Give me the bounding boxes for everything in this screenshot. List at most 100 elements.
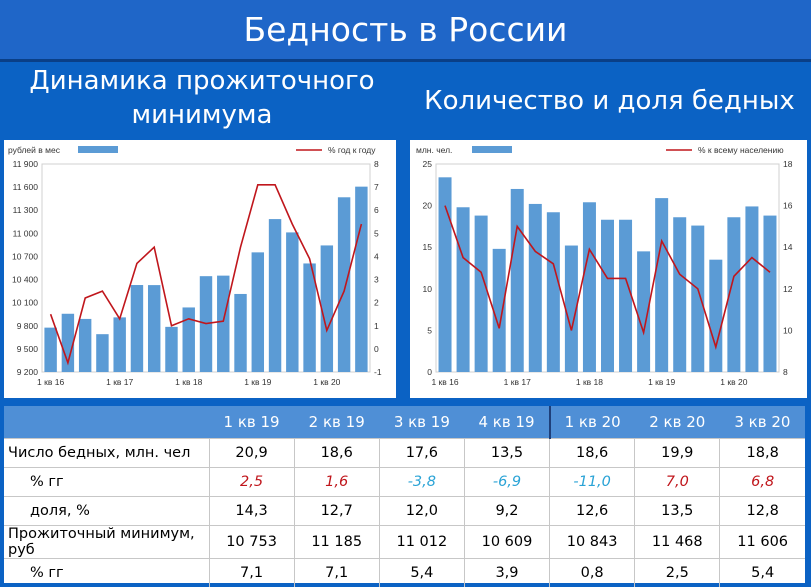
table-cell: 11 468 [634, 524, 720, 558]
bar [234, 293, 247, 372]
table-cell: 10 843 [549, 524, 635, 558]
y-left-tick-label: 11 600 [13, 182, 39, 192]
bar [113, 317, 126, 372]
row-label: доля, % [4, 495, 209, 525]
y-left-tick-label: 20 [423, 201, 433, 211]
x-tick-label: 1 кв 18 [175, 377, 202, 387]
table-header-cell: 3 кв 19 [379, 406, 465, 438]
table-header-corner [4, 406, 209, 438]
y-left-tick-label: 11 000 [13, 228, 39, 238]
subsistence-minimum-chart: 9 200 9 500 9 800 10 100 10 400 10 700 11 000 1… [4, 140, 396, 398]
table-cell: 12,8 [719, 495, 805, 525]
table-cell: 13,5 [463, 437, 550, 467]
bar [582, 202, 596, 372]
series-line [49, 183, 363, 366]
y-left-tick-label: 15 [423, 242, 433, 252]
table-header-row: 1 кв 19 2 кв 19 3 кв 19 4 кв 19 1 кв 20 … [4, 406, 805, 438]
y-right-tick-label: 18 [783, 159, 793, 169]
table-cell: 9,2 [463, 495, 550, 525]
row-label: Прожиточный минимум, руб [4, 524, 209, 558]
subsistence-minimum-chart-svg: 9 200 9 500 9 800 10 100 10 400 10 700 11 000 1… [8, 145, 382, 387]
table-cell: 19,9 [634, 437, 720, 467]
table-cell: 12,0 [378, 495, 465, 525]
x-tick-label: 1 кв 19 [648, 377, 675, 387]
bar [355, 186, 368, 372]
y-left-tick-label: 11 900 [13, 159, 39, 169]
table-header-cell: 2 кв 20 [634, 406, 720, 438]
bar [745, 206, 759, 372]
table-row: доля, % 14,3 12,7 12,0 9,2 12,6 13,5 12,8 [4, 495, 805, 525]
y-left-tick-label: 0 [427, 367, 432, 377]
y-right-tick-label: 10 [783, 325, 793, 335]
y-left-tick-label: 5 [427, 325, 432, 335]
table-cell: -11,0 [549, 466, 635, 496]
bar [268, 219, 282, 372]
poverty-table: 1 кв 19 2 кв 19 3 кв 19 4 кв 19 1 кв 20 … [4, 406, 805, 587]
table-cell: 18,6 [549, 437, 635, 467]
table-cell: 11 012 [378, 524, 465, 558]
y-right-tick-label: -1 [374, 367, 382, 377]
bar [691, 225, 705, 372]
bar [492, 248, 506, 372]
legend-bar-swatch [78, 146, 118, 153]
table-cell: 2,5 [208, 466, 295, 496]
series-line [444, 205, 771, 350]
bar [673, 217, 687, 372]
table-cell: -3,8 [378, 466, 465, 496]
table-cell: 5,4 [378, 557, 465, 587]
poor-count-chart: 0 5 10 15 20 25 8 10 12 14 16 18 1 кв 16 1 кв 17 1 кв … [410, 140, 807, 398]
row-label: % гг [4, 557, 209, 587]
y-right-tick-label: 8 [374, 159, 379, 169]
bar [130, 285, 144, 372]
bar [655, 198, 669, 372]
legend-bar-label: рублей в мес [8, 145, 61, 155]
table-cell: -6,9 [463, 466, 550, 496]
bar [456, 207, 470, 372]
y-left-tick-label: 10 [423, 284, 433, 294]
table-cell: 18,8 [719, 437, 805, 467]
table-header-cell: 3 кв 20 [719, 406, 805, 438]
table-cell: 0,8 [549, 557, 635, 587]
table-cell: 17,6 [378, 437, 465, 467]
y-left-tick-label: 10 400 [12, 275, 38, 285]
table-cell: 12,6 [549, 495, 635, 525]
y-right-tick-label: 14 [783, 242, 793, 252]
table-header-cell: 1 кв 20 [548, 406, 635, 438]
legend-line-label: % год к году [328, 145, 376, 155]
y-left-tick-label: 10 700 [12, 251, 38, 261]
y-right-tick-label: 8 [783, 367, 788, 377]
bar [763, 215, 777, 372]
table-cell: 20,9 [208, 437, 295, 467]
y-right-tick-label: 12 [783, 284, 793, 294]
y-left-tick-label: 10 100 [12, 298, 38, 308]
row-label: % гг [4, 466, 209, 496]
bar [601, 219, 614, 372]
x-tick-label: 1 кв 20 [313, 377, 340, 387]
table-cell: 7,1 [293, 557, 380, 587]
table-row: % гг 7,1 7,1 5,4 3,9 0,8 2,5 5,4 [4, 557, 805, 587]
bar [727, 217, 741, 372]
y-left-tick-label: 9 200 [17, 367, 39, 377]
bar [44, 327, 57, 372]
table-cell: 10 753 [208, 524, 295, 558]
legend-line-label: % к всему населению [698, 145, 784, 155]
y-left-tick-label: 9 800 [17, 321, 39, 331]
bar [337, 197, 351, 372]
table-header-cell: 4 кв 19 [464, 406, 550, 438]
bar [147, 285, 161, 372]
poor-count-chart-svg: 0 5 10 15 20 25 8 10 12 14 16 18 1 кв 16 1 кв 17 1 кв … [416, 145, 793, 387]
bar [709, 259, 723, 372]
table-row: % гг 2,5 1,6 -3,8 -6,9 -11,0 7,0 6,8 [4, 466, 805, 496]
page-title: Бедность в России [0, 0, 811, 62]
bar [438, 177, 452, 372]
legend-bar-swatch [472, 146, 512, 153]
y-left-tick-label: 25 [423, 159, 433, 169]
x-tick-label: 1 кв 16 [431, 377, 458, 387]
bar [182, 307, 195, 372]
table-cell: 3,9 [463, 557, 550, 587]
bar [510, 188, 524, 372]
table-cell: 7,1 [208, 557, 295, 587]
table-row: Число бедных, млн. чел 20,9 18,6 17,6 13,5 18… [4, 437, 805, 467]
table-cell: 2,5 [634, 557, 720, 587]
table-row: Прожиточный минимум, руб 10 753 11 185 11 0… [4, 524, 805, 558]
